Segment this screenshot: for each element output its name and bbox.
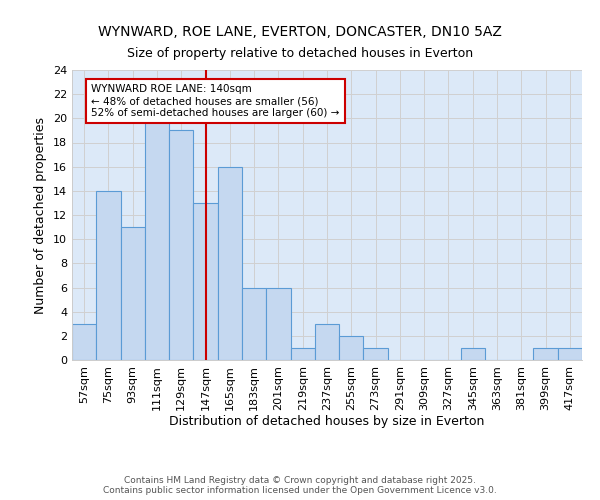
- Text: WYNWARD ROE LANE: 140sqm
← 48% of detached houses are smaller (56)
52% of semi-d: WYNWARD ROE LANE: 140sqm ← 48% of detach…: [91, 84, 340, 117]
- Bar: [315, 324, 339, 360]
- Text: WYNWARD, ROE LANE, EVERTON, DONCASTER, DN10 5AZ: WYNWARD, ROE LANE, EVERTON, DONCASTER, D…: [98, 25, 502, 39]
- Bar: [242, 288, 266, 360]
- Bar: [461, 348, 485, 360]
- Bar: [121, 227, 145, 360]
- Bar: [533, 348, 558, 360]
- Bar: [145, 118, 169, 360]
- Bar: [96, 191, 121, 360]
- Text: Size of property relative to detached houses in Everton: Size of property relative to detached ho…: [127, 48, 473, 60]
- Text: Contains HM Land Registry data © Crown copyright and database right 2025.
Contai: Contains HM Land Registry data © Crown c…: [103, 476, 497, 495]
- Bar: [169, 130, 193, 360]
- Bar: [218, 166, 242, 360]
- Bar: [290, 348, 315, 360]
- Y-axis label: Number of detached properties: Number of detached properties: [34, 116, 47, 314]
- Bar: [558, 348, 582, 360]
- X-axis label: Distribution of detached houses by size in Everton: Distribution of detached houses by size …: [169, 416, 485, 428]
- Bar: [339, 336, 364, 360]
- Bar: [72, 324, 96, 360]
- Bar: [364, 348, 388, 360]
- Bar: [266, 288, 290, 360]
- Bar: [193, 203, 218, 360]
